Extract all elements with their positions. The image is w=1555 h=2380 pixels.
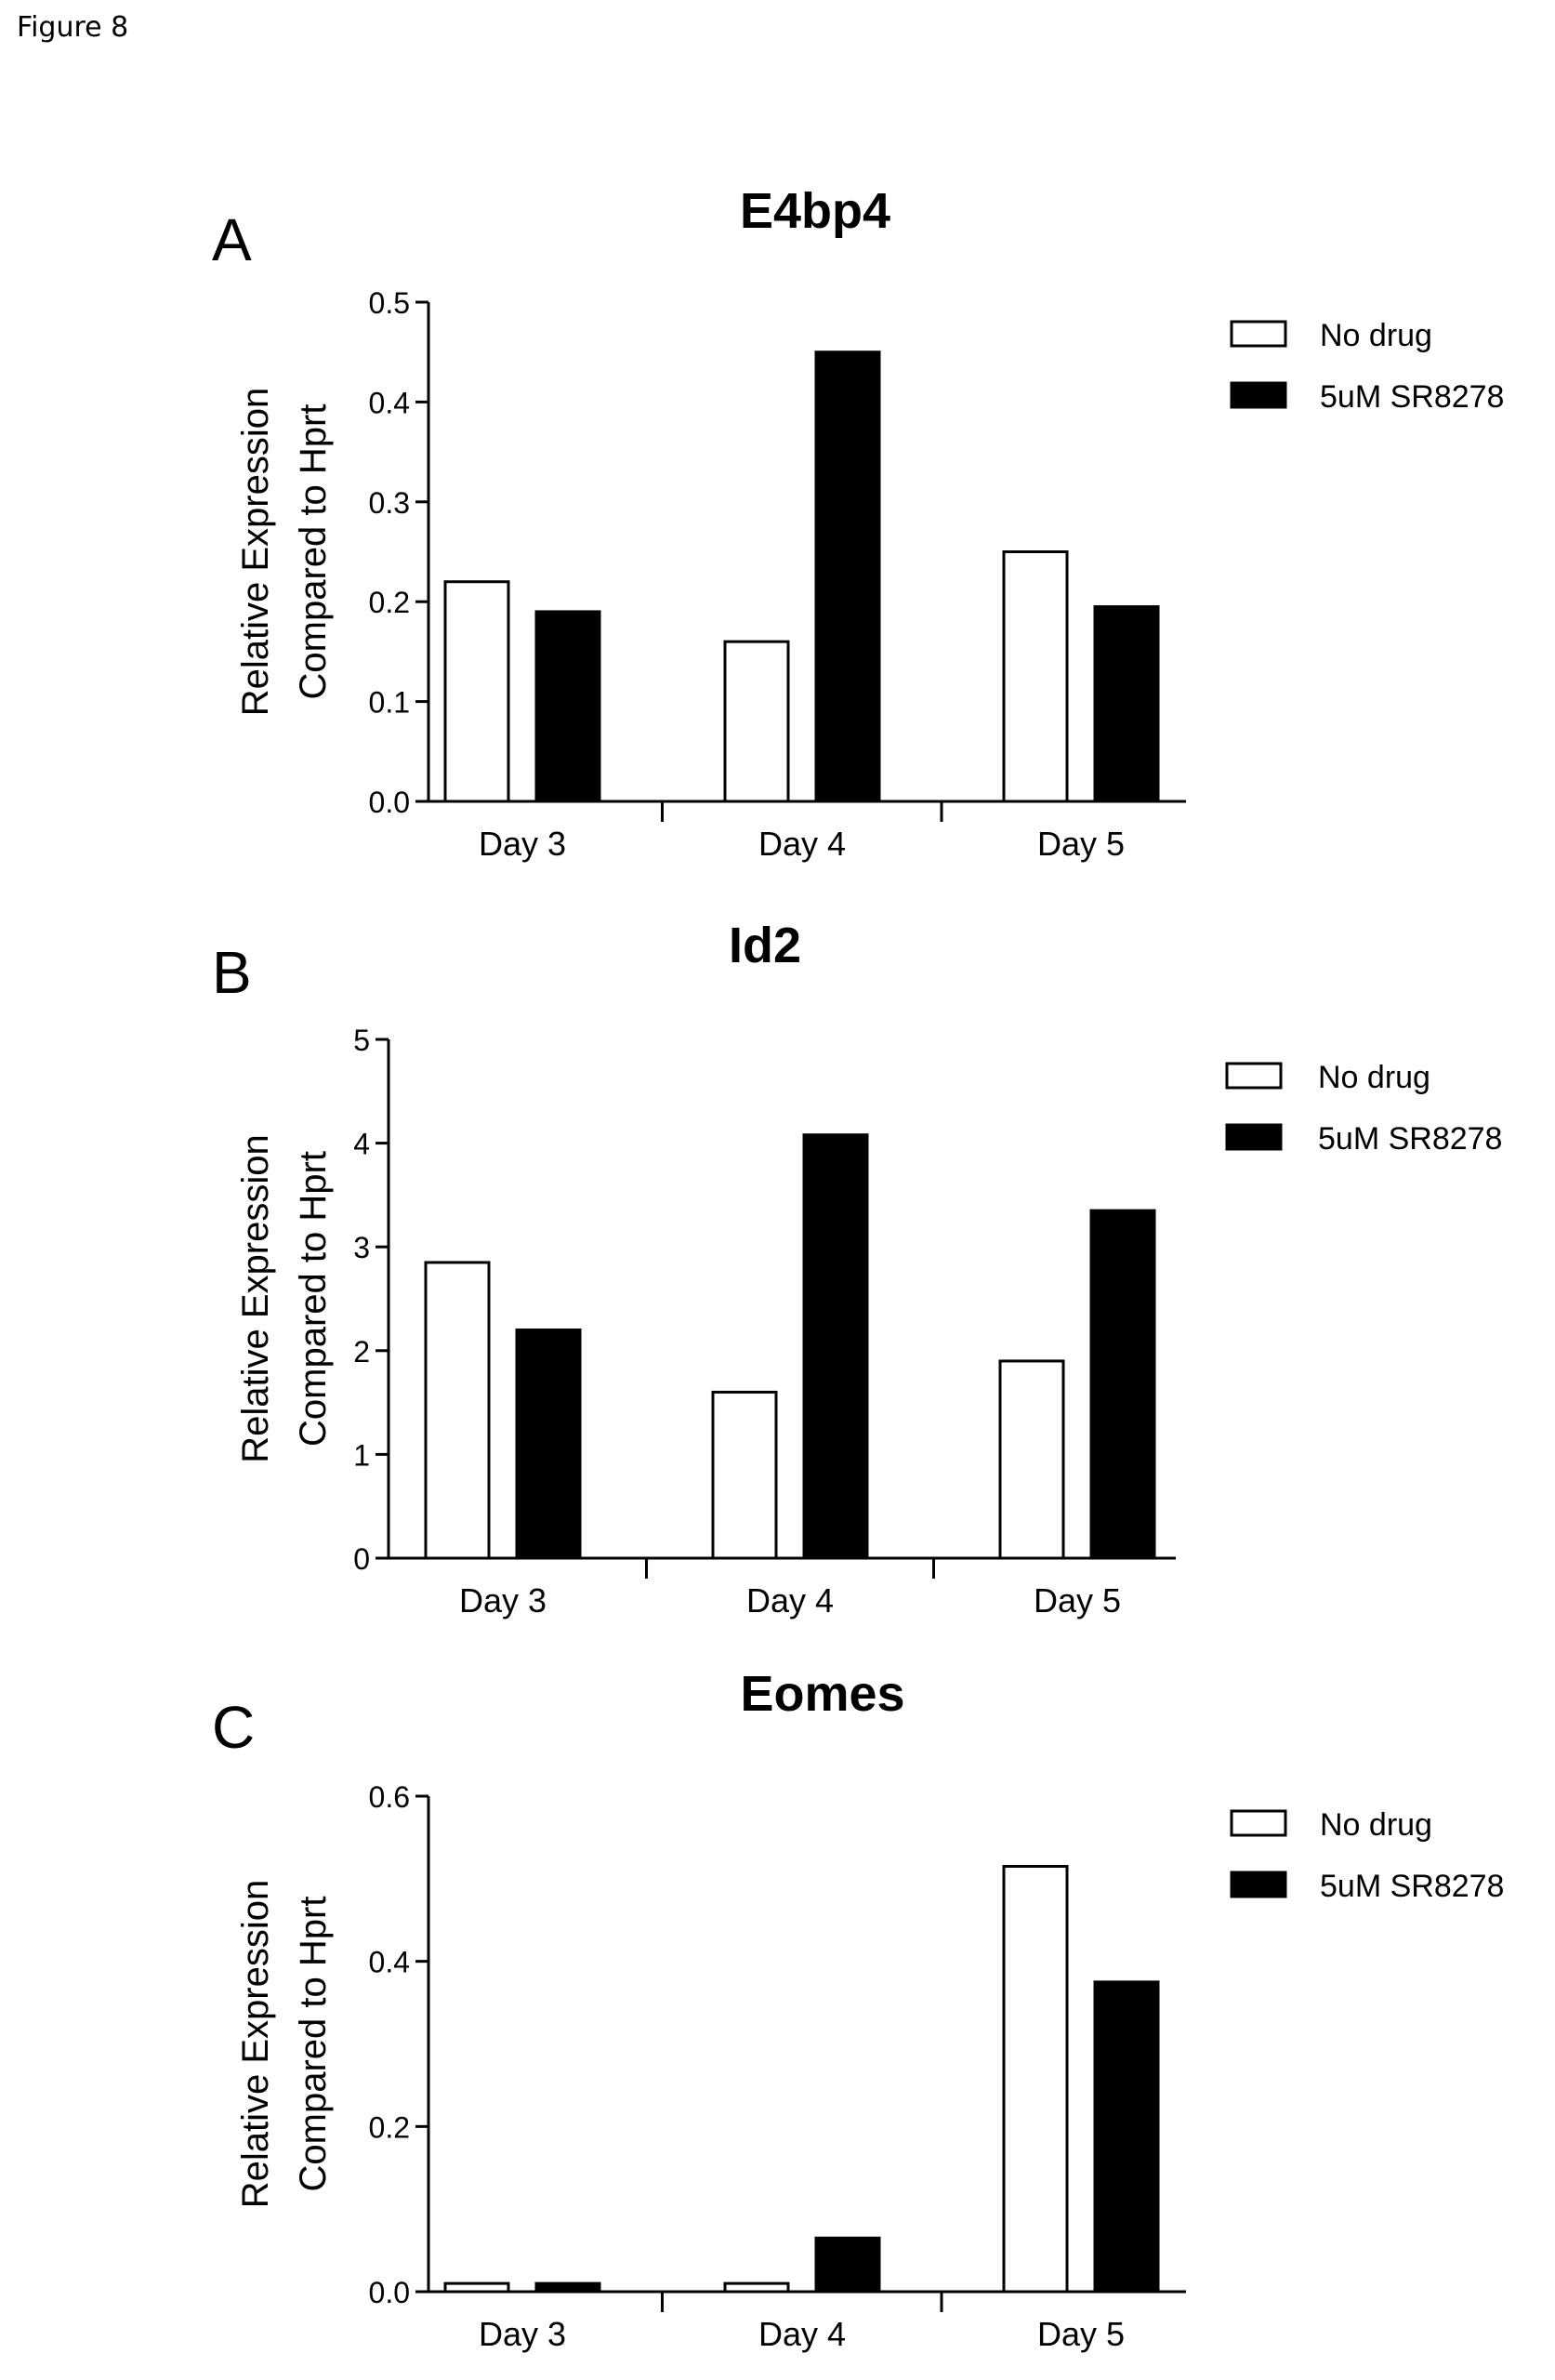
- bar-no-drug: [998, 1359, 1065, 1560]
- panel-letter: C: [212, 1694, 255, 1761]
- bar-no-drug: [443, 2281, 510, 2294]
- bar-no-drug: [711, 1390, 778, 1560]
- legend-swatch-drug: [1230, 381, 1287, 409]
- bar-drug: [1089, 1209, 1156, 1560]
- chart-title: Id2: [729, 918, 801, 973]
- x-tick-label: Day 3: [459, 1581, 547, 1620]
- x-tick-label: Day 4: [758, 825, 846, 863]
- y-tick-label: 5: [353, 1024, 370, 1057]
- y-tick-label: 0.2: [369, 586, 410, 619]
- y-tick-label: 3: [353, 1231, 370, 1264]
- panel-letter: A: [212, 206, 252, 273]
- y-tick-label: 0.3: [369, 486, 410, 520]
- y-tick-label: 2: [353, 1335, 370, 1368]
- bar-drug: [802, 1133, 869, 1560]
- legend-label-no-drug: No drug: [1318, 1060, 1430, 1095]
- chart-panel-a: A E4bp4 0.0 0.1 0.2 0.3 0.4 0.5 Day 3 Day 4 Day 5 R…: [212, 183, 1504, 863]
- legend-swatch-no-drug: [1225, 1062, 1283, 1090]
- legend-label-drug: 5uM SR8278: [1320, 1869, 1504, 1904]
- bar-drug: [534, 610, 601, 803]
- legend-label-no-drug: No drug: [1320, 318, 1432, 353]
- x-tick-label: Day 4: [746, 1581, 834, 1620]
- x-tick-label: Day 5: [1034, 1581, 1121, 1620]
- legend-swatch-drug: [1230, 1871, 1287, 1898]
- x-tick-label: Day 3: [479, 2315, 566, 2353]
- y-axis-label: Compared to Hprt: [293, 404, 334, 700]
- y-axis-label: Relative Expression: [235, 1134, 276, 1463]
- chart-title: E4bp4: [740, 183, 890, 239]
- bar-no-drug: [723, 640, 790, 803]
- bar-drug: [1093, 605, 1160, 803]
- chart-panel-c: C Eomes 0.0 0.2 0.4 0.6 Day 3 Day 4 Day 5 Relativ…: [212, 1666, 1504, 2353]
- y-axis-label: Compared to Hprt: [293, 1897, 334, 2192]
- y-tick-label: 0: [353, 1542, 370, 1576]
- bar-no-drug: [1002, 550, 1069, 803]
- legend-swatch-no-drug: [1230, 1809, 1287, 1837]
- x-tick-label: Day 4: [758, 2315, 846, 2353]
- y-tick-label: 0.6: [369, 1780, 410, 1814]
- legend-label-no-drug: No drug: [1320, 1807, 1432, 1843]
- x-tick-label: Day 5: [1037, 825, 1125, 863]
- chart-panel-b: B Id2 0 1 2 3 4 5 Day 3 Day 4 Day 5 Relative Expres…: [212, 918, 1502, 1620]
- bar-no-drug: [424, 1261, 491, 1560]
- legend-label-drug: 5uM SR8278: [1320, 379, 1504, 415]
- bar-no-drug: [723, 2281, 790, 2294]
- bar-drug: [515, 1328, 582, 1560]
- y-tick-label: 0.1: [369, 686, 410, 720]
- bar-drug: [534, 2281, 601, 2294]
- y-tick-label: 0.4: [369, 386, 410, 419]
- x-tick-label: Day 3: [479, 825, 566, 863]
- y-tick-label: 4: [353, 1128, 370, 1161]
- panel-letter: B: [212, 939, 252, 1006]
- y-axis-label: Relative Expression: [235, 1880, 276, 2209]
- bar-drug: [814, 350, 881, 803]
- legend-label-drug: 5uM SR8278: [1318, 1121, 1502, 1157]
- legend-swatch-drug: [1225, 1123, 1283, 1151]
- bar-no-drug: [1002, 1865, 1069, 2294]
- y-tick-label: 0.2: [369, 2110, 410, 2144]
- chart-title: Eomes: [740, 1666, 904, 1722]
- y-axis-label: Relative Expression: [235, 388, 276, 717]
- figure-label: Figure 8: [17, 11, 129, 44]
- x-tick-label: Day 5: [1037, 2315, 1125, 2353]
- y-tick-label: 0.0: [369, 2276, 410, 2309]
- y-tick-label: 0.0: [369, 786, 410, 819]
- y-tick-label: 0.4: [369, 1946, 410, 1979]
- y-axis-label: Compared to Hprt: [293, 1151, 334, 1447]
- y-tick-label: 0.5: [369, 286, 410, 320]
- bar-no-drug: [443, 580, 510, 803]
- y-tick-label: 1: [353, 1438, 370, 1472]
- bar-drug: [1093, 1980, 1160, 2294]
- bar-drug: [814, 2236, 881, 2294]
- legend-swatch-no-drug: [1230, 320, 1287, 348]
